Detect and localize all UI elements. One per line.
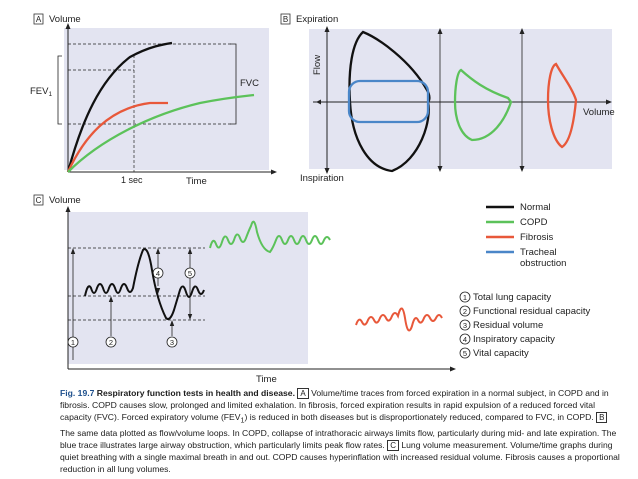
panel-b-y-arrow-up (324, 26, 330, 32)
caption-box-c: C (387, 439, 399, 451)
panel-b-divider-1-arrow-down (437, 166, 443, 172)
panel-a-letter-box (33, 13, 44, 25)
panel-b-x-arrow-left (316, 99, 321, 105)
panel-a-x-label: Time (186, 176, 207, 187)
panel-c-y-label: Volume (49, 195, 81, 206)
marker-5-text: 5 (188, 269, 192, 278)
caption-part-4: Lung volume measurement. Volume/time gra… (60, 439, 620, 474)
normal-fev-curve (66, 41, 173, 173)
caption-part-2: ) is reduced in both diseases but is dis… (244, 412, 594, 422)
volume-key-1-num: 1 (463, 293, 467, 302)
legend-tracheal-label-2: obstruction (520, 258, 566, 269)
volume-key-5-circle (459, 347, 471, 359)
fev1-label: FEV1 (30, 86, 52, 98)
panel-b-bottom-label: Inspiration (300, 173, 344, 184)
caption-figure-number: Fig. 19.7 (60, 388, 95, 398)
panel-b-x-label: Volume (583, 107, 615, 118)
panel-a-fvc-bracket (230, 43, 237, 125)
panel-b-x-arrow-right (606, 99, 612, 105)
volume-key: 1 Total lung capacity 2 Functional resid… (459, 291, 590, 359)
panel-c-x-arrow (450, 366, 456, 372)
panel-b-divider-2-arrow-down (519, 166, 525, 172)
normal-flow-volume-loop (348, 30, 431, 173)
caption-title: Respiratory function tests in health and… (96, 388, 295, 398)
caption-part-1: Volume/time traces from forced expiratio… (60, 388, 609, 422)
panel-b-letter: B (283, 15, 288, 24)
volume-key-4-text: Inspiratory capacity (473, 334, 555, 345)
volume-key-2-text: Functional residual capacity (473, 306, 590, 317)
caption-sub-1: 1 (240, 416, 245, 425)
panel-c-x-label: Time (256, 374, 277, 385)
legend: Normal COPD Fibrosis Tracheal obstructio… (486, 202, 566, 269)
legend-tracheal-label: Tracheal (520, 247, 557, 258)
panel-c-letter-box (33, 194, 44, 206)
arrow-vc-head-down (187, 314, 193, 320)
panel-c-letter: C (36, 196, 42, 205)
panel-c-y-arrow (65, 206, 71, 212)
legend-normal-label: Normal (520, 202, 551, 213)
panel-a-x-arrow (271, 169, 277, 175)
panel-b-divider-1-arrow-up (437, 28, 443, 34)
volume-key-2-num: 2 (463, 307, 467, 316)
volume-key-4-num: 4 (463, 335, 467, 344)
volume-key-5-num: 5 (463, 349, 467, 358)
tracheal-obstruction-loop (347, 79, 430, 124)
arrow-ic-head-up (155, 248, 161, 254)
panel-a-y-arrow (65, 23, 71, 29)
marker-2-text: 2 (109, 338, 113, 347)
panel-a-fev1-bracket (57, 55, 62, 125)
arrow-rv-head (169, 320, 175, 326)
panel-b-top-label: Expiration (296, 14, 338, 25)
marker-4-text: 4 (156, 269, 160, 278)
panel-a-letter: A (36, 15, 42, 24)
marker-1-text: 1 (71, 338, 75, 347)
panel-c: C Volume Time 1 2 3 4 5 (33, 194, 456, 385)
fibrosis-volume-trace (355, 307, 443, 332)
panel-b-y-label: Flow (312, 55, 323, 75)
caption-box-a: A (297, 388, 309, 399)
volume-key-3-num: 3 (463, 321, 467, 330)
figure-caption: Fig. 19.7 Respiratory function tests in … (60, 387, 620, 475)
copd-flow-volume-loop (453, 68, 513, 142)
caption-part-3: The same data plotted as flow/volume loo… (60, 427, 617, 450)
panel-a-x-tick: 1 sec (121, 175, 143, 185)
copd-volume-trace (209, 220, 331, 254)
marker-2-circle (105, 336, 117, 348)
marker-1-circle (67, 336, 79, 348)
marker-3-circle (166, 336, 178, 348)
marker-5-circle (184, 267, 196, 279)
normal-volume-trace (84, 248, 205, 320)
volume-key-5-text: Vital capacity (473, 348, 529, 359)
legend-fibrosis-label: Fibrosis (520, 232, 554, 243)
volume-key-4-circle (459, 333, 471, 345)
panel-b-letter-box (280, 13, 291, 25)
panel-b-y-arrow-down (324, 168, 330, 174)
volume-key-1-text: Total lung capacity (473, 292, 551, 303)
arrow-tlc-head (70, 248, 76, 254)
fibrosis-fev-curve (66, 101, 168, 173)
panel-a: A Volume FEV1 FVC 1 sec Time (30, 13, 277, 187)
marker-3-text: 3 (170, 338, 174, 347)
copd-fev-curve (67, 93, 255, 173)
caption-box-b: B (596, 412, 608, 423)
panel-b: B Expiration Inspiration Flow Volume (280, 13, 615, 184)
arrow-frc-head (108, 296, 114, 302)
panel-b-divider-2-arrow-up (519, 28, 525, 34)
panel-a-y-label: Volume (49, 14, 81, 25)
arrow-vc-head-up (187, 248, 193, 254)
legend-copd-label: COPD (520, 217, 548, 228)
volume-key-1-circle (459, 291, 471, 303)
fvc-label: FVC (240, 78, 259, 89)
fibrosis-flow-volume-loop (546, 62, 578, 149)
volume-key-3-text: Residual volume (473, 320, 543, 331)
volume-key-2-circle (459, 305, 471, 317)
volume-key-3-circle (459, 319, 471, 331)
